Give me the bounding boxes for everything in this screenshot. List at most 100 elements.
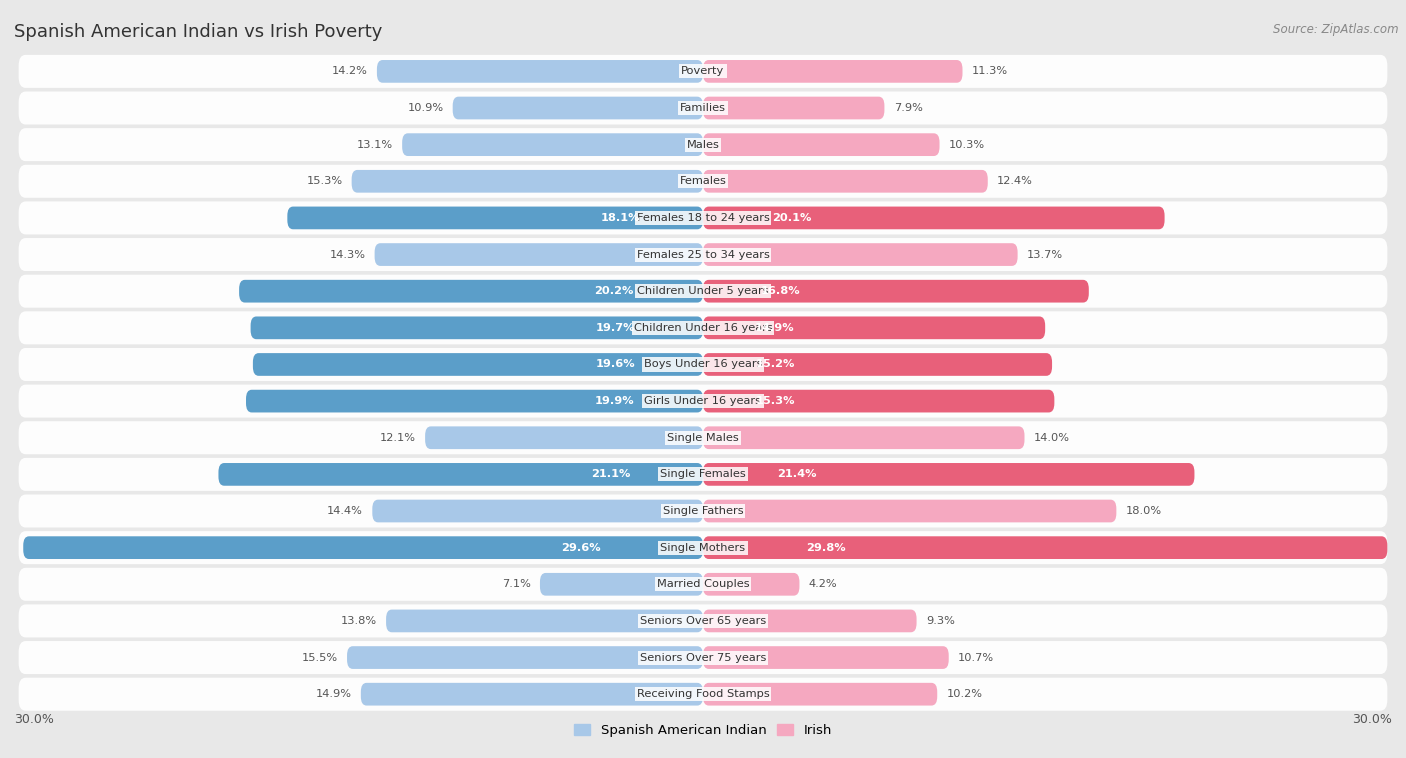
Text: 12.4%: 12.4% [997, 177, 1033, 186]
FancyBboxPatch shape [374, 243, 703, 266]
Text: Males: Males [686, 139, 720, 149]
FancyBboxPatch shape [18, 494, 1388, 528]
FancyBboxPatch shape [287, 207, 703, 229]
Text: 14.0%: 14.0% [1033, 433, 1070, 443]
FancyBboxPatch shape [18, 92, 1388, 124]
FancyBboxPatch shape [352, 170, 703, 193]
FancyBboxPatch shape [347, 647, 703, 669]
Text: 19.6%: 19.6% [596, 359, 636, 369]
Text: Receiving Food Stamps: Receiving Food Stamps [637, 689, 769, 699]
FancyBboxPatch shape [703, 390, 1054, 412]
FancyBboxPatch shape [18, 641, 1388, 674]
Text: 11.3%: 11.3% [972, 67, 1008, 77]
Text: 21.1%: 21.1% [591, 469, 630, 479]
Text: Females: Females [679, 177, 727, 186]
FancyBboxPatch shape [361, 683, 703, 706]
FancyBboxPatch shape [18, 604, 1388, 637]
FancyBboxPatch shape [703, 463, 1195, 486]
Text: 15.2%: 15.2% [755, 359, 794, 369]
FancyBboxPatch shape [377, 60, 703, 83]
Text: Children Under 5 years: Children Under 5 years [637, 287, 769, 296]
FancyBboxPatch shape [253, 353, 703, 376]
Legend: Spanish American Indian, Irish: Spanish American Indian, Irish [569, 719, 837, 742]
FancyBboxPatch shape [18, 678, 1388, 711]
Text: 12.1%: 12.1% [380, 433, 416, 443]
FancyBboxPatch shape [18, 348, 1388, 381]
Text: Families: Families [681, 103, 725, 113]
Text: Seniors Over 65 years: Seniors Over 65 years [640, 616, 766, 626]
FancyBboxPatch shape [387, 609, 703, 632]
FancyBboxPatch shape [18, 568, 1388, 601]
FancyBboxPatch shape [703, 537, 1388, 559]
Text: 18.1%: 18.1% [602, 213, 641, 223]
FancyBboxPatch shape [18, 202, 1388, 234]
Text: Single Mothers: Single Mothers [661, 543, 745, 553]
Text: Married Couples: Married Couples [657, 579, 749, 589]
Text: 20.2%: 20.2% [595, 287, 634, 296]
Text: 19.9%: 19.9% [595, 396, 634, 406]
FancyBboxPatch shape [425, 427, 703, 449]
FancyBboxPatch shape [402, 133, 703, 156]
FancyBboxPatch shape [218, 463, 703, 486]
FancyBboxPatch shape [703, 317, 1045, 339]
Text: 21.4%: 21.4% [776, 469, 817, 479]
FancyBboxPatch shape [703, 207, 1164, 229]
Text: 15.3%: 15.3% [307, 177, 343, 186]
Text: 9.3%: 9.3% [925, 616, 955, 626]
Text: Girls Under 16 years: Girls Under 16 years [644, 396, 762, 406]
FancyBboxPatch shape [18, 238, 1388, 271]
Text: 30.0%: 30.0% [1353, 713, 1392, 725]
FancyBboxPatch shape [239, 280, 703, 302]
Text: 18.0%: 18.0% [1126, 506, 1161, 516]
Text: 10.2%: 10.2% [946, 689, 983, 699]
FancyBboxPatch shape [18, 531, 1388, 564]
FancyBboxPatch shape [703, 647, 949, 669]
FancyBboxPatch shape [24, 537, 703, 559]
Text: 10.9%: 10.9% [408, 103, 443, 113]
Text: Source: ZipAtlas.com: Source: ZipAtlas.com [1274, 23, 1399, 36]
Text: Females 18 to 24 years: Females 18 to 24 years [637, 213, 769, 223]
Text: 7.1%: 7.1% [502, 579, 531, 589]
FancyBboxPatch shape [18, 384, 1388, 418]
Text: 14.3%: 14.3% [329, 249, 366, 259]
Text: 30.0%: 30.0% [14, 713, 53, 725]
FancyBboxPatch shape [18, 274, 1388, 308]
Text: 10.7%: 10.7% [957, 653, 994, 662]
Text: Single Males: Single Males [666, 433, 740, 443]
Text: Single Fathers: Single Fathers [662, 506, 744, 516]
FancyBboxPatch shape [703, 97, 884, 119]
FancyBboxPatch shape [540, 573, 703, 596]
Text: Seniors Over 75 years: Seniors Over 75 years [640, 653, 766, 662]
Text: 4.2%: 4.2% [808, 579, 837, 589]
Text: 29.8%: 29.8% [806, 543, 845, 553]
Text: Females 25 to 34 years: Females 25 to 34 years [637, 249, 769, 259]
Text: Children Under 16 years: Children Under 16 years [634, 323, 772, 333]
FancyBboxPatch shape [18, 421, 1388, 454]
FancyBboxPatch shape [250, 317, 703, 339]
Text: 29.6%: 29.6% [561, 543, 600, 553]
Text: 7.9%: 7.9% [894, 103, 922, 113]
Text: 13.1%: 13.1% [357, 139, 392, 149]
Text: 19.7%: 19.7% [596, 323, 636, 333]
Text: 13.8%: 13.8% [340, 616, 377, 626]
Text: 15.3%: 15.3% [755, 396, 796, 406]
FancyBboxPatch shape [703, 280, 1088, 302]
FancyBboxPatch shape [703, 609, 917, 632]
Text: 15.5%: 15.5% [302, 653, 337, 662]
Text: 13.7%: 13.7% [1026, 249, 1063, 259]
Text: 14.9%: 14.9% [755, 323, 794, 333]
Text: 16.8%: 16.8% [761, 287, 800, 296]
FancyBboxPatch shape [246, 390, 703, 412]
FancyBboxPatch shape [703, 170, 988, 193]
FancyBboxPatch shape [18, 164, 1388, 198]
Text: Poverty: Poverty [682, 67, 724, 77]
Text: 14.9%: 14.9% [315, 689, 352, 699]
FancyBboxPatch shape [18, 458, 1388, 491]
FancyBboxPatch shape [373, 500, 703, 522]
FancyBboxPatch shape [703, 60, 963, 83]
Text: Boys Under 16 years: Boys Under 16 years [644, 359, 762, 369]
Text: Spanish American Indian vs Irish Poverty: Spanish American Indian vs Irish Poverty [14, 23, 382, 41]
FancyBboxPatch shape [703, 353, 1052, 376]
Text: 14.4%: 14.4% [328, 506, 363, 516]
FancyBboxPatch shape [703, 683, 938, 706]
